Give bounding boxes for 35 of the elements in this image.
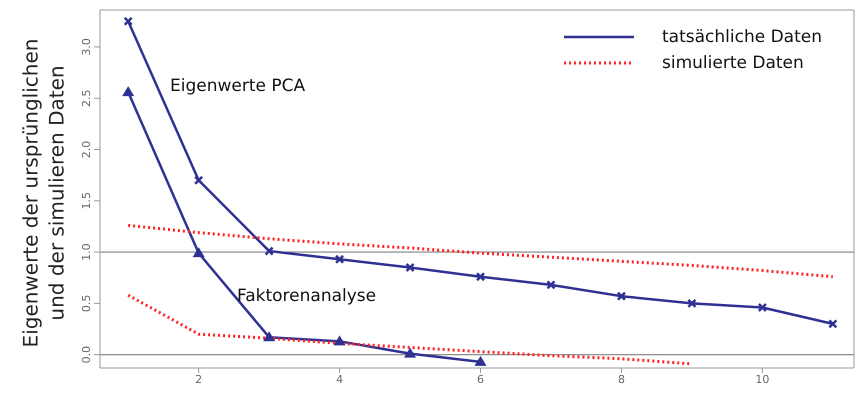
x-tick-label: 8 [618, 372, 625, 386]
y-tick-label: 2.5 [80, 89, 93, 107]
x-tick-label: 6 [477, 372, 484, 386]
annotation: Eigenwerte PCA [170, 76, 306, 96]
point [194, 176, 204, 186]
y-tick-label: 3.0 [80, 38, 93, 56]
x-tick-label: 10 [755, 372, 770, 386]
y-tick-label: 1.0 [80, 243, 93, 261]
y-tick-label: 1.5 [80, 192, 93, 210]
point [828, 319, 838, 329]
point [405, 262, 415, 272]
y-tick-label: 2.0 [80, 140, 93, 158]
point [687, 298, 697, 308]
point [334, 335, 346, 346]
point [334, 254, 344, 264]
y-axis-title: Eigenwerte der ursprünglichen und der simulieren Daten [17, 38, 69, 348]
point [758, 302, 768, 312]
point [404, 348, 416, 358]
point [264, 246, 274, 256]
x-tick-label: 4 [336, 372, 344, 386]
point [476, 272, 486, 282]
point [122, 86, 134, 96]
point [546, 280, 556, 290]
point [123, 16, 133, 26]
point [474, 356, 487, 366]
legend-label: simulierte Daten [662, 52, 804, 75]
point [263, 331, 276, 342]
x-tick-label: 2 [195, 372, 202, 386]
annotation: Faktorenanalyse [237, 286, 376, 306]
y-tick-label: 0.5 [80, 294, 93, 312]
legend-label: tatsächliche Daten [662, 26, 822, 49]
point [192, 247, 205, 258]
line-series [126, 224, 834, 278]
y-tick-label: 0.0 [80, 346, 93, 364]
point [616, 291, 626, 301]
